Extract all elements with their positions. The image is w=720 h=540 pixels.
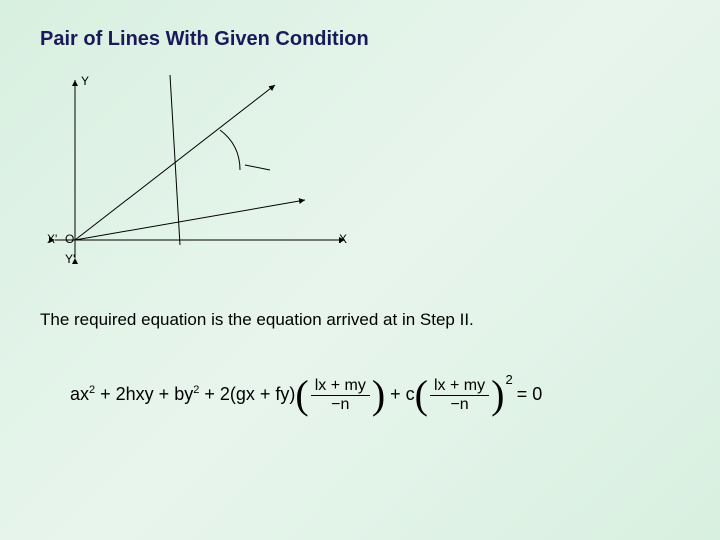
page-title: Pair of Lines With Given Condition (40, 28, 369, 51)
frac1: lx + my−n (311, 377, 370, 414)
eq-t2: + 2hxy + by (95, 384, 193, 404)
eq-t3: + 2(gx + fy) (199, 384, 295, 404)
rparen2: ) (491, 375, 504, 415)
eq-t4: + c (385, 384, 415, 404)
frac2-num: lx + my (430, 377, 489, 396)
label-o: O (65, 232, 74, 246)
eq-t6: = 0 (512, 384, 543, 404)
frac2-den: −n (430, 396, 489, 414)
equation: ax2 + 2hxy + by2 + 2(gx + fy)(lx + my−n)… (70, 375, 542, 415)
coordinate-diagram: Y X' O X Y' (45, 70, 365, 270)
rparen1: ) (372, 375, 385, 415)
label-y: Y (81, 74, 89, 88)
label-xprime: X' (47, 232, 57, 246)
frac1-den: −n (311, 396, 370, 414)
eq-t1: ax (70, 384, 89, 404)
diagram-svg (45, 70, 365, 270)
label-x: X (339, 232, 347, 246)
lparen2: ( (415, 375, 428, 415)
frac2: lx + my−n (430, 377, 489, 414)
lparen1: ( (295, 375, 308, 415)
frac1-num: lx + my (311, 377, 370, 396)
label-yprime: Y' (65, 252, 75, 266)
eq-t5sup: 2 (505, 372, 512, 387)
body-text: The required equation is the equation ar… (40, 310, 474, 330)
